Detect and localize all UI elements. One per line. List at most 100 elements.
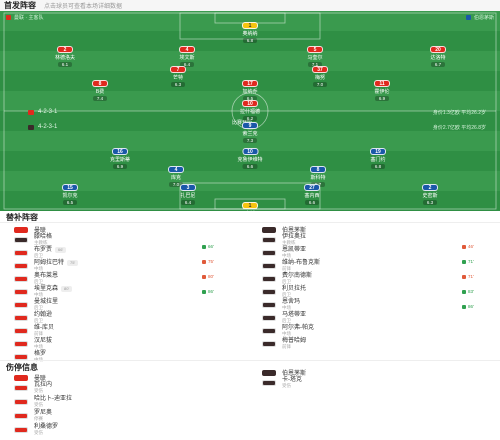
player-rating: 6.2 [242,116,258,121]
injury-home-team: 曼联 [14,373,46,382]
sub-pos: 中场 [282,305,291,310]
home-formation-row: 4-2-3-1 [28,109,57,115]
sub-player[interactable]: 马塔蒂亚 后卫 [262,312,306,324]
player-name: 索兰克 [242,131,258,137]
home-player[interactable]: 1 奥纳纳 6.8 [242,22,258,43]
sub-pos: 受伤 [282,383,291,388]
sub-name: 埃里克森 80' [34,286,73,292]
sub-player[interactable]: 布罗贾 66' 后卫 [14,247,67,259]
home-crest-icon [14,374,28,381]
home-player[interactable]: 7 芒特 6.3 [170,66,186,87]
home-player[interactable]: 11 霍伊伦 6.9 [374,80,390,101]
jersey-icon [262,380,276,386]
sub-player[interactable]: 阿姆拉巴特 75' 中场 [14,260,79,272]
home-player[interactable]: 8 B费 7.4 [92,80,108,101]
sub-player[interactable]: 哈比卜-迪亚拉 受伤 [14,396,72,408]
sub-player[interactable]: 维-库贝 前锋 [14,325,54,337]
jersey-icon: 27 [304,184,320,191]
sub-time: 80' [61,286,73,292]
home-player[interactable]: 17 加纳乔 6.5 [242,80,258,101]
away-player[interactable]: 2 史密斯 6.3 [422,184,438,205]
sub-pos: 前锋 [34,331,43,336]
sub-player[interactable]: 罗尼奥 停赛 [14,410,52,422]
home-player[interactable]: 4 埃文斯 6.4 [179,46,195,67]
sub-player[interactable]: 维纳-布鲁克斯 前锋 [262,260,320,272]
pitch-band [0,131,500,151]
swap-icon [202,274,206,279]
sub-player[interactable]: 利桑德罗 受伤 [14,424,58,436]
sub-pos: 受伤 [34,402,43,407]
home-player[interactable]: 37 梅努 7.0 [312,66,328,87]
sub-player[interactable]: 恩凯蒂亚 中场 [262,247,306,259]
player-rating: 6.9 [112,164,128,169]
sub-pos: 前锋 [282,344,291,349]
sub-player[interactable]: 曼城拉里 后卫 [14,299,58,311]
away-player[interactable]: 9 索兰克 7.3 [242,122,258,143]
jersey-icon [262,328,276,334]
away-team-crest-icon [465,15,471,21]
player-name: 斯科特 [310,175,326,181]
sub-pos: 中场 [34,266,43,271]
sub-player[interactable]: 埃里克森 80' 中场 [14,286,73,298]
sub-name-text: 汉尼拔 [34,338,53,344]
sub-player[interactable]: 约翰逊 后卫 [14,312,52,324]
event-time: 46' [468,244,474,249]
sub-pos: 后卫 [282,318,291,323]
away-player[interactable]: 1内托7.1 [242,202,258,211]
player-rating: 7.0 [168,182,184,187]
player-rating: 6.8 [242,38,258,43]
home-player[interactable]: 10 拉什福德 6.2 [240,100,260,121]
jersey-icon [14,354,28,360]
away-player[interactable]: 3 扎巴尼 6.4 [180,184,196,205]
sub-event: 71' [462,259,474,264]
sub-name-text: 格罗 [34,351,47,357]
sub-name-text: 曼城拉里 [34,299,59,305]
player-rating: 6.4 [179,62,195,67]
away-player[interactable]: 19 塞门约 6.8 [370,148,386,169]
jersey-icon: 2 [422,184,438,191]
sub-player[interactable]: 格罗中场 [14,351,46,363]
sub-pos: 后卫 [282,292,291,297]
sub-name: 约翰逊 [34,312,52,318]
sub-name-text: 恩凯蒂亚 [282,247,307,253]
home-coach-name: 滕哈格 [34,234,53,240]
home-player[interactable]: 2 林德洛夫 6.1 [55,46,75,67]
player-name: 达洛特 [430,55,446,61]
jersey-icon: 8 [92,80,108,87]
event-time: 71' [468,274,474,279]
sub-player[interactable]: 恩舍玛 中场 [262,299,300,311]
sub-name: 布罗贾 66' [34,247,67,253]
sub-player[interactable]: 利贝拉托 后卫 [262,286,306,298]
away-player[interactable]: 27 塞内西 6.6 [304,184,320,205]
jersey-icon [14,250,28,256]
jersey-icon [262,250,276,256]
sub-name-text: 哈比卜-迪亚拉 [34,396,72,402]
sub-player[interactable]: 汉尼拔 中场 [14,338,52,350]
sub-player[interactable]: 费尔南德斯 后卫 [262,273,312,285]
away-player[interactable]: 4 库克 7.0 [168,166,184,187]
home-player[interactable]: 5 马奎尔 7.1 [307,46,323,67]
home-player[interactable]: 20 达洛特 6.7 [430,46,446,67]
sub-name-text: 维纳-布鲁克斯 [282,260,320,266]
sub-player[interactable]: 瓦拉内 受伤 [14,382,52,394]
away-coach[interactable]: 伊拉奥拉 主教练 [262,234,306,246]
player-name: 塞内西 [304,193,320,199]
jersey-icon [14,427,28,433]
player-name: 库克 [170,175,181,181]
player-name: 马奎尔 [307,55,323,61]
away-player[interactable]: 10 克鲁伊维特 6.6 [237,148,263,169]
away-player[interactable]: 16 克里斯蒂 6.9 [110,148,130,169]
sub-name-text: 约翰逊 [34,312,53,318]
sub-player[interactable]: 梅普哈姆 前锋 [262,338,306,350]
jersey-icon: 11 [374,80,390,87]
home-coach[interactable]: 滕哈格 主教练 [14,234,52,246]
jersey-icon: 5 [307,46,323,53]
sub-player[interactable]: 卡-塔克 受伤 [262,377,302,389]
sub-name: 曼城拉里 [34,299,58,305]
sub-player[interactable]: 阿尔弗-帕克 中场 [262,325,314,337]
away-team-label: 伯恩茅斯 [465,14,494,21]
sub-player[interactable]: 奥布莱恩 后卫 [14,273,58,285]
away-player[interactable]: 15 凯尔克 6.5 [62,184,78,205]
player-name: 内托 [245,210,255,211]
jersey-icon: 2 [56,46,73,53]
